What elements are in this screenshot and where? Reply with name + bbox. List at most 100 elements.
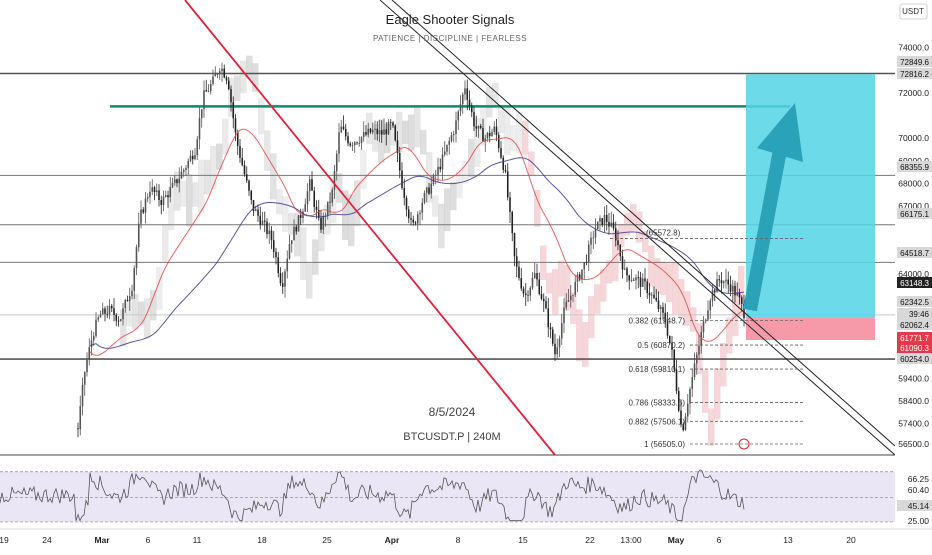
candle-body (502, 157, 505, 170)
candle-body (446, 144, 448, 152)
candle-body (385, 129, 388, 135)
candle-body (243, 165, 246, 175)
candle-body (344, 129, 347, 137)
candle-body (675, 369, 678, 392)
candle-body (212, 76, 214, 85)
candle-body (254, 209, 257, 211)
candle-body (176, 179, 178, 184)
candle-body (538, 279, 541, 294)
cloud-segment (330, 177, 337, 224)
candle-body (329, 201, 331, 203)
candle-body (520, 278, 523, 289)
cloud-segment (684, 291, 691, 326)
candle-body (677, 391, 680, 411)
candle-body (414, 222, 417, 224)
candle-body (277, 257, 280, 274)
time-tick-label: 6 (717, 535, 722, 545)
candle-body (81, 384, 84, 407)
candle-body (680, 410, 682, 425)
candle-body (326, 201, 329, 217)
price-tag-bg (897, 161, 932, 172)
candle-body (126, 300, 129, 302)
horizontal-levels (0, 72, 895, 360)
cloud-segment (594, 284, 601, 314)
candle-body (614, 228, 617, 241)
candle-body (731, 285, 734, 292)
cloud-segment (690, 307, 697, 332)
candle-body (331, 189, 334, 203)
price-tick-label: 74000.0 (898, 42, 929, 52)
candle-body (77, 428, 79, 430)
cloud-segment (168, 186, 175, 231)
cloud-segment (642, 230, 649, 253)
candle-body (191, 155, 194, 160)
price-tick-label: 56500.0 (898, 439, 929, 449)
candle-body (563, 307, 565, 324)
candle-body (153, 187, 156, 193)
cloud-segment (426, 152, 433, 203)
descending-channel-upper (379, 0, 896, 456)
candle-body (689, 388, 691, 404)
cloud-segment (234, 75, 241, 102)
candle-body (718, 279, 721, 281)
candle-body (236, 132, 239, 146)
candle-body (167, 195, 169, 198)
cloud-segment (246, 55, 253, 79)
cloud-segment (384, 123, 391, 154)
cloud-segment (672, 263, 679, 315)
candle-body (374, 128, 376, 130)
rsi-tick-label: 25.00 (908, 516, 930, 526)
candle-body (457, 111, 460, 121)
price-tick-label: 57400.0 (898, 419, 929, 429)
candle-body (698, 345, 700, 355)
cloud-segment (450, 182, 457, 211)
cloud-segment (294, 212, 301, 257)
cloud-segment (348, 194, 355, 247)
candle-body (443, 151, 446, 155)
candle-body (601, 218, 604, 226)
cloud-segment (300, 227, 307, 281)
candle-body (221, 68, 223, 72)
candle-body (362, 132, 365, 138)
candle-body (99, 314, 102, 318)
candle-body (198, 118, 201, 140)
candle-body (511, 211, 514, 234)
fib-label: 0.786 (58333.6) (629, 399, 686, 408)
cloud-segment (414, 107, 421, 148)
stop-loss-zone (746, 318, 875, 341)
candle-body (353, 142, 356, 146)
candle-body (565, 301, 568, 308)
candle-body (119, 319, 122, 321)
cloud-segment (312, 239, 319, 275)
candle-body (578, 274, 581, 280)
candle-body (504, 169, 507, 172)
cloud-segment (138, 301, 145, 325)
candle-body (158, 190, 160, 201)
candle-body (185, 167, 187, 170)
candle-body (104, 308, 106, 314)
candle-body (482, 127, 484, 142)
chart-title: Eagle Shooter Signals (386, 12, 515, 27)
candle-body (421, 202, 424, 213)
price-tag: 61090.3 (900, 344, 929, 353)
candle-body (529, 287, 532, 296)
candle-body (702, 321, 705, 333)
candle-body (518, 266, 520, 279)
candle-body (477, 125, 480, 129)
candle-body (587, 244, 590, 263)
price-tick-label: 68000.0 (898, 178, 929, 188)
candle-body (707, 310, 709, 320)
candle-body (338, 132, 340, 154)
chart-subtitle: PATIENCE | DISCIPLINE | FEARLESS (373, 34, 527, 43)
candle-body (367, 128, 370, 135)
rsi-tick-label: 60.40 (908, 485, 930, 495)
candle-body (531, 278, 534, 288)
candle-body (252, 199, 255, 211)
candle-body (407, 209, 410, 219)
rsi-tag-bg (897, 500, 932, 511)
cloud-segment (264, 130, 271, 172)
candle-body (430, 183, 433, 194)
candle-body (509, 197, 511, 212)
